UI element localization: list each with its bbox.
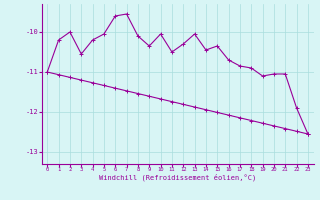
X-axis label: Windchill (Refroidissement éolien,°C): Windchill (Refroidissement éolien,°C) <box>99 174 256 181</box>
